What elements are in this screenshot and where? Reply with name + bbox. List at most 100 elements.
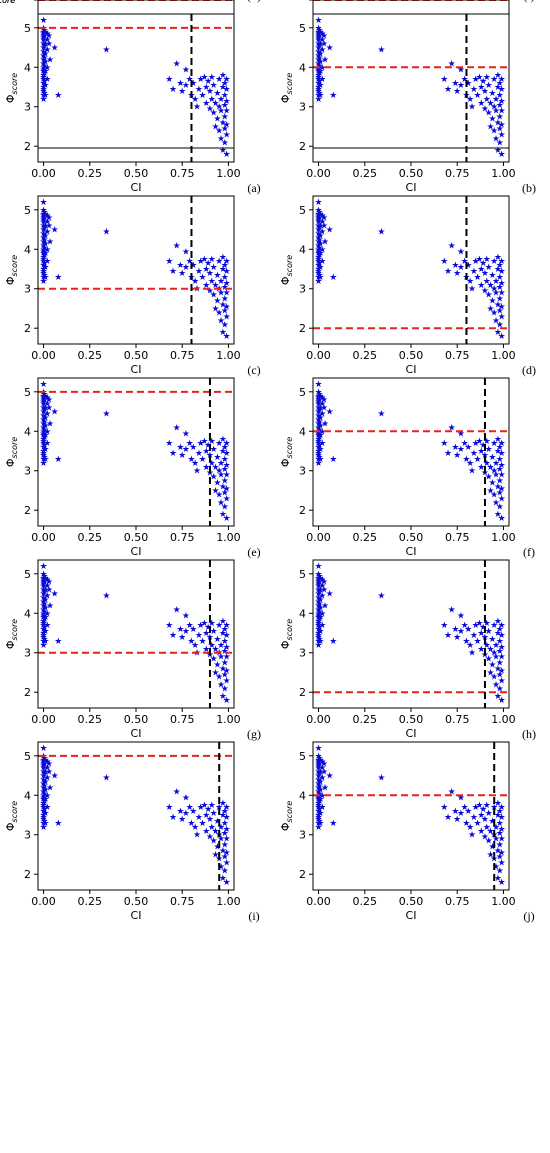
data-point: ★ bbox=[315, 0, 323, 3]
data-point: ★ bbox=[481, 469, 489, 479]
data-point: ★ bbox=[315, 32, 323, 42]
data-point: ★ bbox=[315, 819, 323, 829]
data-point: ★ bbox=[485, 291, 493, 301]
data-point: ★ bbox=[315, 51, 323, 61]
data-point: ★ bbox=[221, 0, 229, 3]
data-point: ★ bbox=[210, 445, 218, 455]
data-point: ★ bbox=[498, 150, 506, 160]
data-point: ★ bbox=[210, 0, 218, 3]
data-point: ★ bbox=[481, 0, 489, 3]
panel-label: (j) bbox=[523, 909, 534, 923]
data-point: ★ bbox=[41, 756, 49, 766]
data-point: ★ bbox=[316, 81, 324, 91]
data-point: ★ bbox=[43, 218, 51, 228]
data-point: ★ bbox=[494, 0, 502, 3]
data-point: ★ bbox=[213, 0, 221, 3]
y-tick-label: 3 bbox=[24, 465, 31, 478]
data-point: ★ bbox=[315, 823, 323, 833]
data-point: ★ bbox=[494, 447, 502, 457]
data-point: ★ bbox=[202, 83, 210, 93]
data-point: ★ bbox=[221, 670, 229, 680]
data-point: ★ bbox=[40, 208, 48, 218]
data-point: ★ bbox=[40, 0, 48, 3]
data-point: ★ bbox=[165, 621, 173, 631]
data-point: ★ bbox=[494, 692, 502, 702]
data-point: ★ bbox=[315, 404, 323, 414]
data-point: ★ bbox=[40, 32, 48, 42]
y-tick-label: 3 bbox=[24, 101, 31, 114]
data-point: ★ bbox=[496, 488, 504, 498]
data-point: ★ bbox=[498, 653, 506, 663]
data-point: ★ bbox=[315, 607, 323, 617]
data-point: ★ bbox=[466, 641, 474, 651]
data-point: ★ bbox=[457, 81, 465, 91]
data-point: ★ bbox=[315, 0, 323, 3]
data-point: ★ bbox=[45, 0, 53, 3]
data-point: ★ bbox=[40, 449, 48, 459]
data-point: ★ bbox=[40, 79, 48, 89]
data-point: ★ bbox=[457, 627, 465, 637]
data-point: ★ bbox=[315, 265, 323, 275]
data-point: ★ bbox=[41, 222, 49, 232]
data-point: ★ bbox=[490, 854, 498, 864]
data-point: ★ bbox=[40, 0, 48, 3]
y-tick-label: 2 bbox=[299, 868, 306, 881]
data-point: ★ bbox=[315, 247, 323, 257]
data-point: ★ bbox=[470, 631, 478, 641]
data-point: ★ bbox=[223, 643, 231, 653]
data-point: ★ bbox=[40, 0, 48, 3]
data-point: ★ bbox=[40, 427, 48, 437]
data-point: ★ bbox=[223, 0, 231, 3]
data-point: ★ bbox=[316, 756, 324, 766]
data-point: ★ bbox=[213, 115, 221, 125]
data-point: ★ bbox=[219, 253, 227, 263]
data-point: ★ bbox=[315, 431, 323, 441]
data-point: ★ bbox=[40, 764, 48, 774]
data-point: ★ bbox=[315, 0, 323, 3]
data-point: ★ bbox=[182, 263, 190, 273]
data-point: ★ bbox=[329, 819, 337, 829]
data-point: ★ bbox=[496, 0, 504, 3]
data-point: ★ bbox=[315, 813, 323, 823]
data-point: ★ bbox=[320, 396, 328, 406]
data-point: ★ bbox=[41, 40, 49, 50]
data-point: ★ bbox=[40, 0, 48, 3]
data-point: ★ bbox=[182, 81, 190, 91]
data-point: ★ bbox=[40, 605, 48, 615]
data-point: ★ bbox=[40, 89, 48, 99]
data-point: ★ bbox=[316, 795, 324, 805]
data-point: ★ bbox=[498, 267, 506, 277]
data-point: ★ bbox=[315, 91, 323, 101]
data-point: ★ bbox=[498, 643, 506, 653]
data-point: ★ bbox=[40, 770, 48, 780]
y-tick-label: 2 bbox=[24, 686, 31, 699]
data-point: ★ bbox=[213, 89, 221, 99]
data-point: ★ bbox=[165, 803, 173, 813]
data-point: ★ bbox=[320, 214, 328, 224]
data-point: ★ bbox=[221, 829, 229, 839]
data-point: ★ bbox=[40, 0, 48, 3]
data-point: ★ bbox=[492, 471, 500, 481]
data-point: ★ bbox=[485, 81, 493, 91]
data-point: ★ bbox=[316, 0, 324, 3]
data-point: ★ bbox=[481, 651, 489, 661]
data-point: ★ bbox=[315, 42, 323, 52]
data-point: ★ bbox=[182, 0, 190, 3]
data-point: ★ bbox=[315, 388, 323, 398]
data-point: ★ bbox=[40, 63, 48, 73]
data-point: ★ bbox=[43, 592, 51, 602]
data-point: ★ bbox=[51, 772, 59, 782]
data-point: ★ bbox=[492, 316, 500, 326]
data-point: ★ bbox=[318, 774, 326, 784]
data-point: ★ bbox=[219, 847, 227, 857]
data-point: ★ bbox=[210, 473, 218, 483]
data-point: ★ bbox=[189, 79, 197, 89]
data-point: ★ bbox=[41, 263, 49, 273]
data-point: ★ bbox=[208, 823, 216, 833]
data-point: ★ bbox=[318, 0, 326, 3]
data-point: ★ bbox=[315, 756, 323, 766]
x-tick-label: 0.25 bbox=[78, 167, 103, 180]
data-point: ★ bbox=[315, 433, 323, 443]
data-point: ★ bbox=[498, 485, 506, 495]
data-point: ★ bbox=[457, 445, 465, 455]
